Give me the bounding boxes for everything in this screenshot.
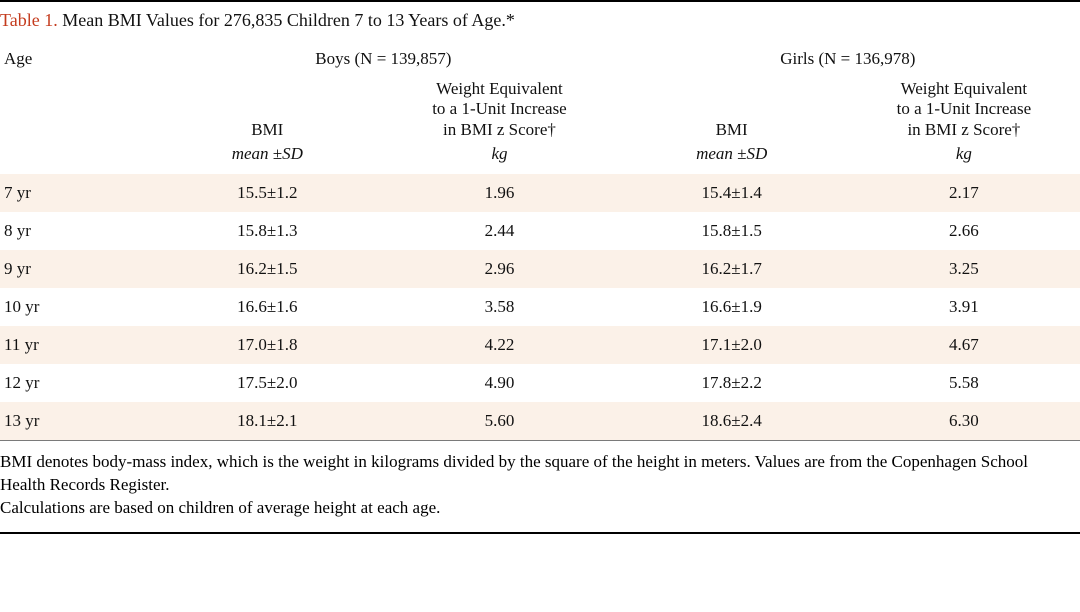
footnote-star: BMI denotes body-mass index, which is th… — [0, 451, 1076, 497]
cell-girls-bmi: 17.8±2.2 — [616, 364, 848, 402]
table-row: 13 yr 18.1±2.1 5.60 18.6±2.4 6.30 — [0, 402, 1080, 440]
footnote-dagger: Calculations are based on children of av… — [0, 497, 1076, 520]
unit-girls-wt: kg — [848, 142, 1080, 174]
cell-boys-bmi: 15.8±1.3 — [151, 212, 383, 250]
table-title: Table 1. Mean BMI Values for 276,835 Chi… — [0, 2, 1080, 39]
unit-boys-wt: kg — [383, 142, 615, 174]
table-body: 7 yr 15.5±1.2 1.96 15.4±1.4 2.17 8 yr 15… — [0, 174, 1080, 440]
cell-girls-bmi: 15.4±1.4 — [616, 174, 848, 212]
cell-girls-bmi: 15.8±1.5 — [616, 212, 848, 250]
bmi-table: Table 1. Mean BMI Values for 276,835 Chi… — [0, 0, 1080, 534]
data-table: Age Boys (N = 139,857) Girls (N = 136,97… — [0, 39, 1080, 440]
table-row: 7 yr 15.5±1.2 1.96 15.4±1.4 2.17 — [0, 174, 1080, 212]
table-caption: Mean BMI Values for 276,835 Children 7 t… — [58, 10, 515, 30]
unit-girls-bmi: mean ±SD — [616, 142, 848, 174]
cell-girls-bmi: 16.2±1.7 — [616, 250, 848, 288]
cell-girls-bmi: 16.6±1.9 — [616, 288, 848, 326]
table-head: Age Boys (N = 139,857) Girls (N = 136,97… — [0, 39, 1080, 174]
cell-age: 10 yr — [0, 288, 151, 326]
col-head-girls-wt: Weight Equivalent to a 1-Unit Increase i… — [848, 75, 1080, 142]
cell-boys-bmi: 17.5±2.0 — [151, 364, 383, 402]
cell-boys-bmi: 18.1±2.1 — [151, 402, 383, 440]
col-head-boys-wt: Weight Equivalent to a 1-Unit Increase i… — [383, 75, 615, 142]
table-row: 11 yr 17.0±1.8 4.22 17.1±2.0 4.67 — [0, 326, 1080, 364]
cell-girls-wt: 4.67 — [848, 326, 1080, 364]
cell-age: 11 yr — [0, 326, 151, 364]
cell-girls-bmi: 18.6±2.4 — [616, 402, 848, 440]
cell-boys-bmi: 16.2±1.5 — [151, 250, 383, 288]
cell-age: 7 yr — [0, 174, 151, 212]
cell-age: 9 yr — [0, 250, 151, 288]
col-head-boys-bmi: BMI — [151, 75, 383, 142]
cell-age: 12 yr — [0, 364, 151, 402]
cell-girls-wt: 3.25 — [848, 250, 1080, 288]
cell-boys-wt: 2.44 — [383, 212, 615, 250]
cell-boys-wt: 4.90 — [383, 364, 615, 402]
cell-boys-bmi: 16.6±1.6 — [151, 288, 383, 326]
col-head-girls-bmi: BMI — [616, 75, 848, 142]
cell-age: 8 yr — [0, 212, 151, 250]
col-head-age: Age — [0, 39, 151, 75]
cell-girls-wt: 3.91 — [848, 288, 1080, 326]
table-row: 9 yr 16.2±1.5 2.96 16.2±1.7 3.25 — [0, 250, 1080, 288]
unit-boys-bmi: mean ±SD — [151, 142, 383, 174]
table-row: 10 yr 16.6±1.6 3.58 16.6±1.9 3.91 — [0, 288, 1080, 326]
cell-girls-wt: 2.66 — [848, 212, 1080, 250]
cell-girls-wt: 2.17 — [848, 174, 1080, 212]
table-number: Table 1. — [0, 10, 58, 30]
col-head-boys: Boys (N = 139,857) — [151, 39, 615, 75]
footnotes: BMI denotes body-mass index, which is th… — [0, 440, 1080, 532]
cell-girls-wt: 5.58 — [848, 364, 1080, 402]
cell-boys-wt: 1.96 — [383, 174, 615, 212]
table-row: 8 yr 15.8±1.3 2.44 15.8±1.5 2.66 — [0, 212, 1080, 250]
cell-girls-wt: 6.30 — [848, 402, 1080, 440]
cell-boys-wt: 3.58 — [383, 288, 615, 326]
cell-boys-bmi: 15.5±1.2 — [151, 174, 383, 212]
cell-boys-wt: 4.22 — [383, 326, 615, 364]
cell-boys-wt: 5.60 — [383, 402, 615, 440]
cell-age: 13 yr — [0, 402, 151, 440]
cell-girls-bmi: 17.1±2.0 — [616, 326, 848, 364]
cell-boys-bmi: 17.0±1.8 — [151, 326, 383, 364]
table-row: 12 yr 17.5±2.0 4.90 17.8±2.2 5.58 — [0, 364, 1080, 402]
cell-boys-wt: 2.96 — [383, 250, 615, 288]
col-head-girls: Girls (N = 136,978) — [616, 39, 1080, 75]
